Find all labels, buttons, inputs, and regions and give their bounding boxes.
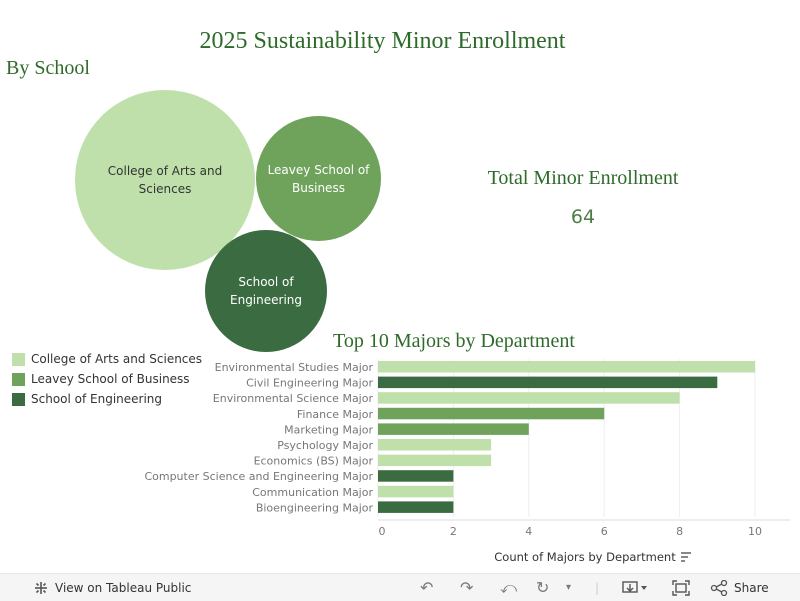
bar[interactable] [378,392,680,404]
legend-label: College of Arts and Sciences [31,352,203,366]
bubble-label: College of Arts and Sciences [107,164,223,196]
x-tick-label: 8 [676,525,683,538]
category-label: Psychology Major [277,439,373,452]
bubble-arts-sciences[interactable]: College of Arts and Sciences [75,90,255,270]
bar[interactable] [378,439,492,451]
share-icon [710,579,728,596]
share-label: Share [734,580,769,595]
x-axis-title: Count of Majors by Department [494,550,676,564]
category-label: Marketing Major [284,423,373,436]
view-on-tableau-label: View on Tableau Public [55,580,192,595]
legend-swatch [12,352,25,366]
fullscreen-icon[interactable] [672,574,690,601]
toolbar-divider: | [595,580,600,595]
bar-chart: Environmental Studies Major Civil Enginee… [144,359,790,564]
category-label: Computer Science and Engineering Major [144,470,373,483]
bar[interactable] [378,361,755,373]
bar[interactable] [378,376,718,389]
download-glyph [622,580,647,593]
download-icon[interactable] [622,574,648,601]
bar[interactable] [378,407,605,420]
view-on-tableau-button[interactable]: View on Tableau Public [33,574,191,601]
bar[interactable] [378,454,492,467]
bubble-label: School of Engineering [230,275,302,307]
legend-item-business[interactable]: Leavey School of Business [12,369,202,389]
x-tick-label: 10 [748,525,762,538]
x-tick-label: 0 [379,525,386,538]
redo-icon[interactable]: ↷ [460,578,474,597]
bar-chart-title: Top 10 Majors by Department [333,330,575,352]
legend: College of Arts and Sciences Leavey Scho… [12,349,202,409]
legend-swatch [12,372,25,386]
legend-label: School of Engineering [31,392,163,406]
bar[interactable] [378,470,454,482]
bubble-business[interactable]: Leavey School of Business [256,116,381,241]
chevron-down-icon[interactable]: ▾ [566,582,572,593]
refresh-icon[interactable]: ↻ [536,578,550,597]
category-label: Civil Engineering Major [246,377,373,390]
kpi-label: Total Minor Enrollment [487,167,679,189]
revert-icon[interactable]: ⤺ [500,577,518,597]
category-label: Finance Major [297,408,374,421]
x-tick-label: 4 [525,525,532,538]
kpi-value: 64 [570,206,596,228]
category-label: Bioengineering Major [256,501,374,514]
category-label: Communication Major [252,486,373,499]
bubble-engineering[interactable]: School of Engineering [205,230,327,352]
x-tick-label: 6 [601,525,608,538]
footer-toolbar: View on Tableau Public ↶ ↷ ⤺ ↻ ▾ | Sha [0,573,800,601]
category-label: Economics (BS) Major [254,455,374,468]
bar[interactable] [378,423,529,435]
x-tick-label: 2 [450,525,457,538]
page-title: 2025 Sustainability Minor Enrollment [199,28,566,54]
undo-icon[interactable]: ↶ [420,578,434,597]
tableau-logo-icon [35,581,47,594]
bar[interactable] [378,501,454,513]
bubble-chart-title: By School [6,57,90,79]
legend-item-arts-sciences[interactable]: College of Arts and Sciences [12,349,202,369]
category-label: Environmental Studies Major [215,361,374,374]
bar[interactable] [378,485,454,498]
legend-swatch [12,392,25,406]
legend-label: Leavey School of Business [31,372,190,386]
legend-item-engineering[interactable]: School of Engineering [12,389,202,409]
fullscreen-glyph [672,579,690,596]
bubble-label: Leavey School of Business [267,162,370,195]
category-label: Environmental Science Major [213,392,374,405]
share-button[interactable]: Share [710,574,769,601]
